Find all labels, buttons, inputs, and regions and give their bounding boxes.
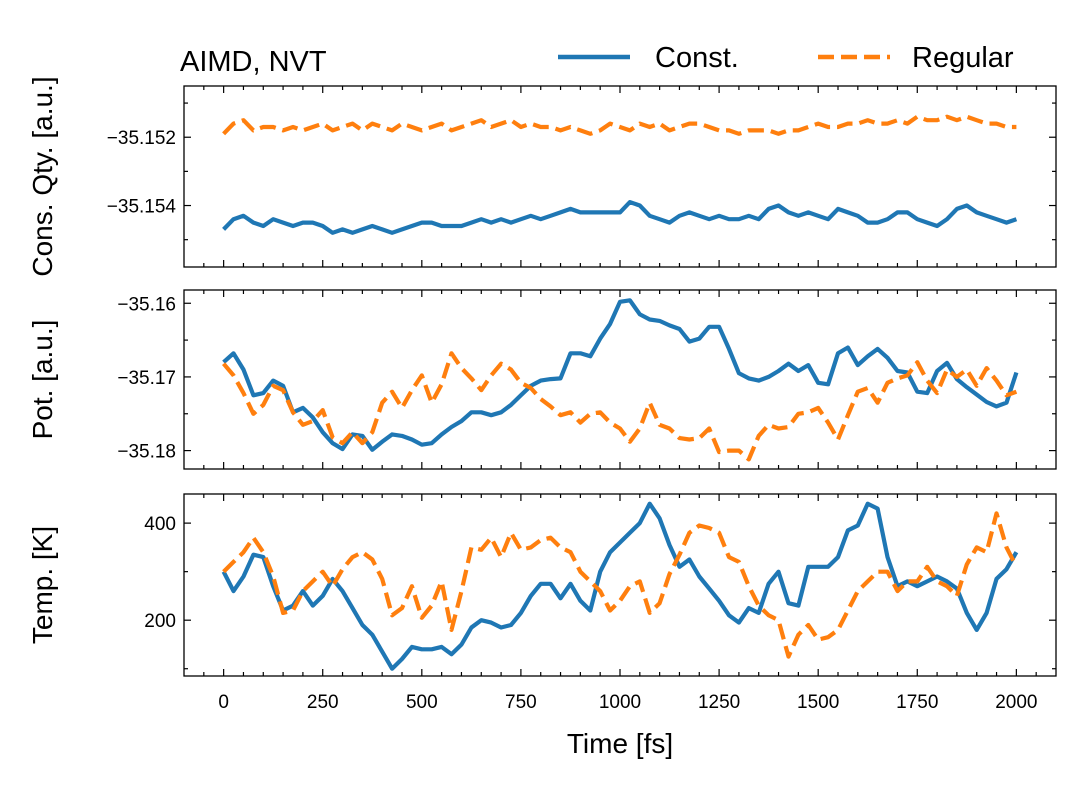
x-axis-label: Time [fs]	[567, 728, 673, 759]
x-tick-label: 1000	[599, 692, 641, 713]
y-tick-label-pot: −35.17	[117, 368, 176, 389]
y-tick-label-cons: −35.154	[107, 197, 177, 218]
panel-temperature: 0 250 500 750 1000 1250 1500 1750 2000 200 400 Temp…	[27, 493, 1057, 713]
x-tick-label: 250	[307, 692, 339, 713]
panel-potential: −35.16 −35.17 −35.18 Pot. [a.u.]	[27, 289, 1057, 470]
y-axis-label-temp: Temp. [K]	[27, 526, 58, 644]
y-tick-label-temp: 200	[144, 611, 176, 632]
x-tick-label: 500	[406, 692, 438, 713]
x-tick-label: 1500	[797, 692, 839, 713]
y-tick-label-temp: 400	[144, 514, 176, 535]
series-line-const-cons	[222, 200, 1018, 235]
x-tick-label: 0	[218, 692, 229, 713]
legend: Const. Regular	[558, 42, 1014, 74]
chart-title: AIMD, NVT	[180, 46, 327, 78]
series-line-regular-temp	[222, 511, 1019, 659]
y-axis-label-cons: Cons. Qty. [a.u.]	[27, 76, 58, 276]
series-line-regular-cons	[222, 114, 1017, 136]
y-axis-label-pot: Pot. [a.u.]	[27, 320, 58, 440]
y-tick-label-pot: −35.16	[117, 294, 176, 315]
x-tick-label: 1750	[896, 692, 938, 713]
legend-label-regular: Regular	[912, 42, 1014, 74]
x-tick-label: 750	[505, 692, 537, 713]
y-tick-label-cons: −35.152	[107, 128, 176, 149]
x-tick-label: 1250	[698, 692, 740, 713]
panel-cons-qty: −35.152 −35.154 Cons. Qty. [a.u.]	[27, 76, 1057, 277]
legend-label-const: Const.	[655, 42, 739, 74]
x-tick-label: 2000	[995, 692, 1037, 713]
series-line-const-temp	[221, 501, 1019, 671]
series-line-const-pot	[222, 298, 1019, 452]
series-line-regular-pot	[221, 351, 1018, 462]
y-tick-label-pot: −35.18	[117, 442, 176, 463]
